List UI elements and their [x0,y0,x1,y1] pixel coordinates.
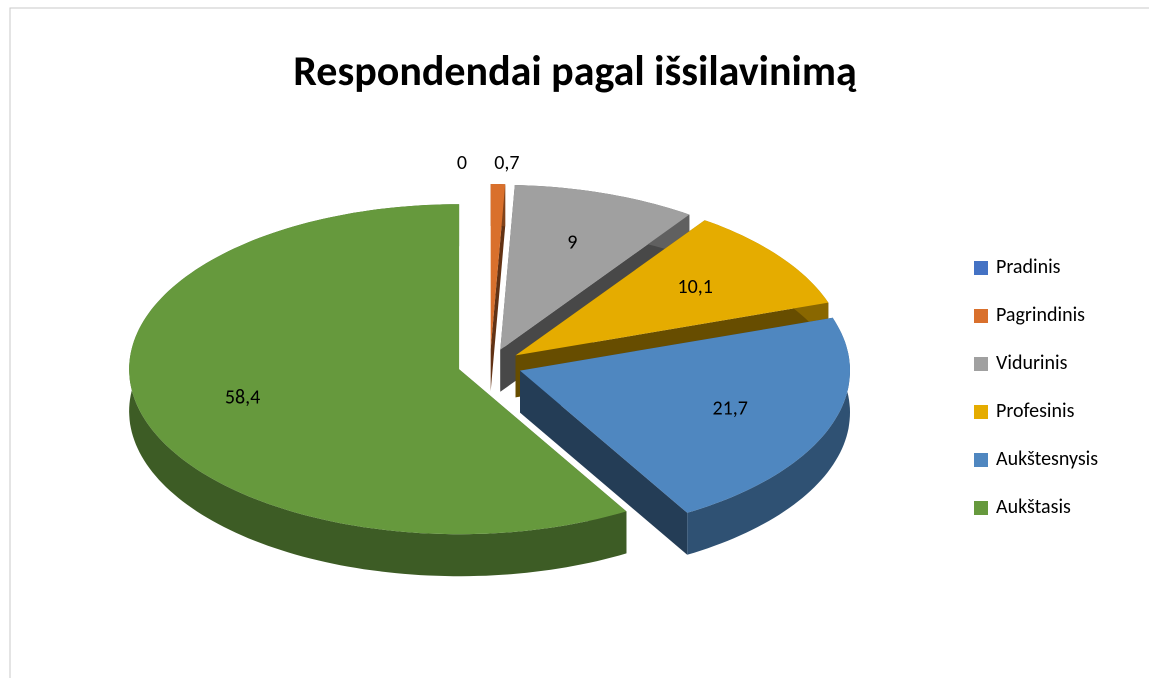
legend-label: Aukštasis [996,495,1071,519]
data-label: 10,1 [677,275,712,299]
legend-swatch [974,357,988,371]
legend-label: Profesinis [996,399,1075,423]
slice-top [520,317,850,513]
slice-side [520,370,688,555]
slice-side [490,184,506,391]
legend-label: Pradinis [996,255,1061,279]
data-label: 9 [567,230,577,254]
slice-top [129,204,627,535]
legend-swatch [974,405,988,419]
legend-swatch [974,261,988,275]
data-label: 21,7 [713,397,748,421]
data-label: 58,4 [225,385,260,409]
legend-label: Aukštesnysis [996,447,1098,471]
legend-label: Pagrindinis [996,303,1085,327]
data-label: 0,7 [494,151,519,175]
data-label: 0 [457,151,467,175]
chart-title: Respondendai pagal išsilavinimą [293,46,857,97]
slice [129,204,627,577]
legend-label: Vidurinis [996,351,1068,375]
slice-wall [129,204,627,577]
legend-swatch [974,309,988,323]
slice-top [500,185,690,350]
slice-top [515,220,829,356]
slice [520,317,850,555]
slice-top [490,184,506,349]
slice [490,184,506,391]
legend-swatch [974,453,988,467]
legend-swatch [974,501,988,515]
